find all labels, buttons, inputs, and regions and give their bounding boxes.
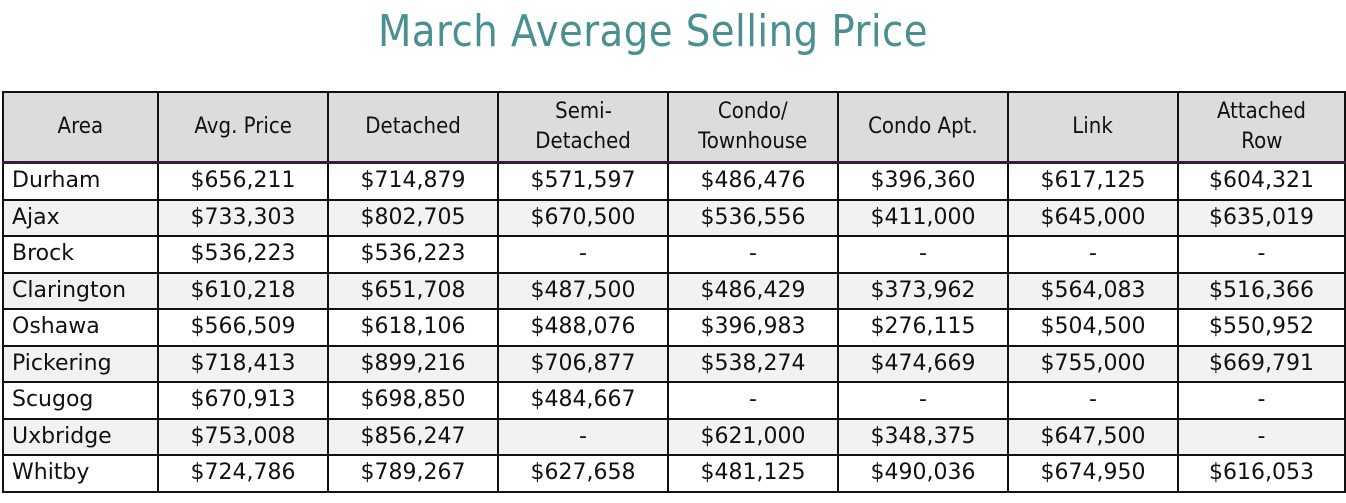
column-header: Area — [2, 91, 159, 164]
column-header: Link — [1007, 91, 1179, 164]
price-cell: $516,366 — [1177, 271, 1346, 310]
table-row: Scugog $670,913 $698,850 $484,667- - - - — [2, 381, 1346, 420]
price-cell: $484,667 — [497, 381, 669, 420]
price-cell: $396,360 — [837, 161, 1009, 201]
header-row: Area Avg. Price Detached Semi- Detached Condo… — [2, 91, 1346, 164]
price-cell: $571,597 — [497, 161, 669, 201]
price-cell: $373,962 — [837, 271, 1009, 310]
area-cell: Scugog — [2, 381, 159, 420]
price-cell: $610,218 — [157, 271, 329, 310]
price-cell: $396,983 — [667, 308, 839, 347]
price-cell: - — [1177, 381, 1346, 420]
price-cell: - — [667, 381, 839, 420]
price-cell: $802,705 — [327, 198, 499, 237]
price-cell: $481,125 — [667, 454, 839, 493]
price-cell: - — [1177, 417, 1346, 456]
price-cell: - — [1007, 235, 1179, 274]
price-cell: $627,658 — [497, 454, 669, 493]
price-cell: $706,877 — [497, 344, 669, 383]
column-header: Attached Row — [1177, 91, 1346, 164]
price-cell: $674,950 — [1007, 454, 1179, 493]
price-cell: $621,000 — [667, 417, 839, 456]
price-cell: $635,019 — [1177, 198, 1346, 237]
price-cell: $789,267 — [327, 454, 499, 493]
price-cell: $724,786 — [157, 454, 329, 493]
price-cell: $536,556 — [667, 198, 839, 237]
table-row: Brock $536,223 $536,223- - - - - — [2, 235, 1346, 274]
column-header: Avg. Price — [157, 91, 329, 164]
column-header: Condo Apt. — [837, 91, 1009, 164]
price-cell: $488,076 — [497, 308, 669, 347]
price-cell: $538,274 — [667, 344, 839, 383]
area-cell: Uxbridge — [2, 417, 159, 456]
price-cell: $670,500 — [497, 198, 669, 237]
price-cell: $698,850 — [327, 381, 499, 420]
area-cell: Clarington — [2, 271, 159, 310]
price-cell: $504,500 — [1007, 308, 1179, 347]
price-cell: - — [497, 235, 669, 274]
table-row: Oshawa $566,509 $618,106 $488,076 $396,983 $2… — [2, 308, 1346, 347]
price-cell: $550,952 — [1177, 308, 1346, 347]
price-cell: $487,500 — [497, 271, 669, 310]
price-table: Area Avg. Price Detached Semi- Detached Condo… — [2, 91, 1346, 493]
price-cell: $564,083 — [1007, 271, 1179, 310]
price-cell: $348,375 — [837, 417, 1009, 456]
price-cell: - — [837, 235, 1009, 274]
price-cell: - — [667, 235, 839, 274]
price-cell: $645,000 — [1007, 198, 1179, 237]
price-cell: $536,223 — [327, 235, 499, 274]
price-cell: $753,008 — [157, 417, 329, 456]
price-cell: $276,115 — [837, 308, 1009, 347]
area-cell: Whitby — [2, 454, 159, 493]
price-cell: $670,913 — [157, 381, 329, 420]
table-row: Ajax $733,303 $802,705 $670,500 $536,556 $411… — [2, 198, 1346, 237]
column-header: Semi- Detached — [497, 91, 669, 164]
price-cell: $616,053 — [1177, 454, 1346, 493]
price-cell: $651,708 — [327, 271, 499, 310]
price-cell: - — [1007, 381, 1179, 420]
area-cell: Durham — [2, 161, 159, 201]
price-cell: $474,669 — [837, 344, 1009, 383]
table-row: Clarington $610,218 $651,708 $487,500 $486,4… — [2, 271, 1346, 310]
price-cell: - — [837, 381, 1009, 420]
price-cell: $486,429 — [667, 271, 839, 310]
price-cell: $604,321 — [1177, 161, 1346, 201]
price-cell: $490,036 — [837, 454, 1009, 493]
price-cell: $411,000 — [837, 198, 1009, 237]
price-cell: - — [497, 417, 669, 456]
table-row: Whitby $724,786 $789,267 $627,658 $481,125 $4… — [2, 454, 1346, 493]
price-cell: $669,791 — [1177, 344, 1346, 383]
price-cell: $617,125 — [1007, 161, 1179, 201]
column-header: Detached — [327, 91, 499, 164]
area-cell: Brock — [2, 235, 159, 274]
price-cell: $899,216 — [327, 344, 499, 383]
price-cell: $536,223 — [157, 235, 329, 274]
price-cell: $718,413 — [157, 344, 329, 383]
page-title: March Average Selling Price — [377, 6, 929, 57]
area-cell: Oshawa — [2, 308, 159, 347]
price-cell: $618,106 — [327, 308, 499, 347]
price-cell: $733,303 — [157, 198, 329, 237]
price-cell: $755,000 — [1007, 344, 1179, 383]
price-cell: $566,509 — [157, 308, 329, 347]
table-row: Uxbridge $753,008 $856,247- $621,000 $348,37… — [2, 417, 1346, 456]
area-cell: Ajax — [2, 198, 159, 237]
price-cell: $486,476 — [667, 161, 839, 201]
price-cell: - — [1177, 235, 1346, 274]
table-row: Durham $656,211 $714,879 $571,597 $486,476 $3… — [2, 161, 1346, 201]
price-cell: $856,247 — [327, 417, 499, 456]
column-header: Condo/Townhouse — [667, 91, 839, 164]
price-cell: $714,879 — [327, 161, 499, 201]
area-cell: Pickering — [2, 344, 159, 383]
price-cell: $647,500 — [1007, 417, 1179, 456]
table-row: Pickering $718,413 $899,216 $706,877 $538,27… — [2, 344, 1346, 383]
price-cell: $656,211 — [157, 161, 329, 201]
